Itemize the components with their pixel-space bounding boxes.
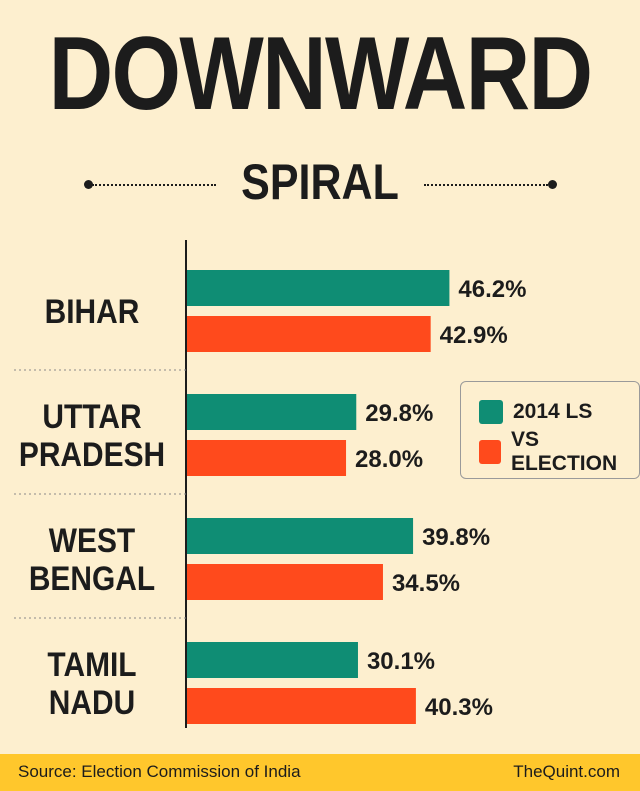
bar-2014-ls [187,394,357,430]
bar-value-label: 30.1% [367,648,435,675]
legend-label-vs-election: VS ELECTION [510,428,618,475]
bar-value-label: 40.3% [425,694,493,721]
category-label: UTTAR [42,397,141,435]
bar-value-label: 34.5% [392,570,460,597]
category-label: WEST [49,521,136,559]
legend-swatch-vs-election [479,440,501,464]
bar-value-label: 39.8% [422,524,490,551]
bar-2014-ls [187,270,450,306]
legend: 2014 LS VS ELECTION [460,381,640,479]
rule-right [424,184,548,186]
rule-right-dot [548,180,557,189]
bar-value-label: 28.0% [355,446,423,473]
category-label: BIHAR [45,292,140,330]
bar-vs-election [187,688,416,724]
category-label: NADU [49,683,135,721]
bar-value-label: 46.2% [458,276,526,303]
bar-2014-ls [187,518,414,554]
subtitle-row: SPIRAL [0,152,640,212]
bar-value-label: 29.8% [365,400,433,427]
category-label: BENGAL [29,559,155,597]
bar-vs-election [187,440,347,476]
chart-title: DOWNWARD [48,16,593,132]
category-label: PRADESH [19,435,165,473]
chart-subtitle: SPIRAL [241,154,399,210]
rule-left [92,184,216,186]
bar-2014-ls [187,642,358,678]
category-label: TAMIL [47,645,136,683]
source-note: Source: Election Commission of India [18,762,301,781]
legend-item-vs-election: VS ELECTION [479,428,639,475]
footer-bar: Source: Election Commission of India The… [0,754,640,791]
bar-value-label: 42.9% [440,322,508,349]
legend-label-2014-ls: 2014 LS [513,400,593,423]
bar-vs-election [187,316,431,352]
brand-link[interactable]: TheQuint.com [513,762,620,781]
legend-item-2014-ls: 2014 LS [479,398,592,426]
rule-left-dot [84,180,93,189]
bar-vs-election [187,564,383,600]
legend-swatch-2014-ls [479,400,503,424]
